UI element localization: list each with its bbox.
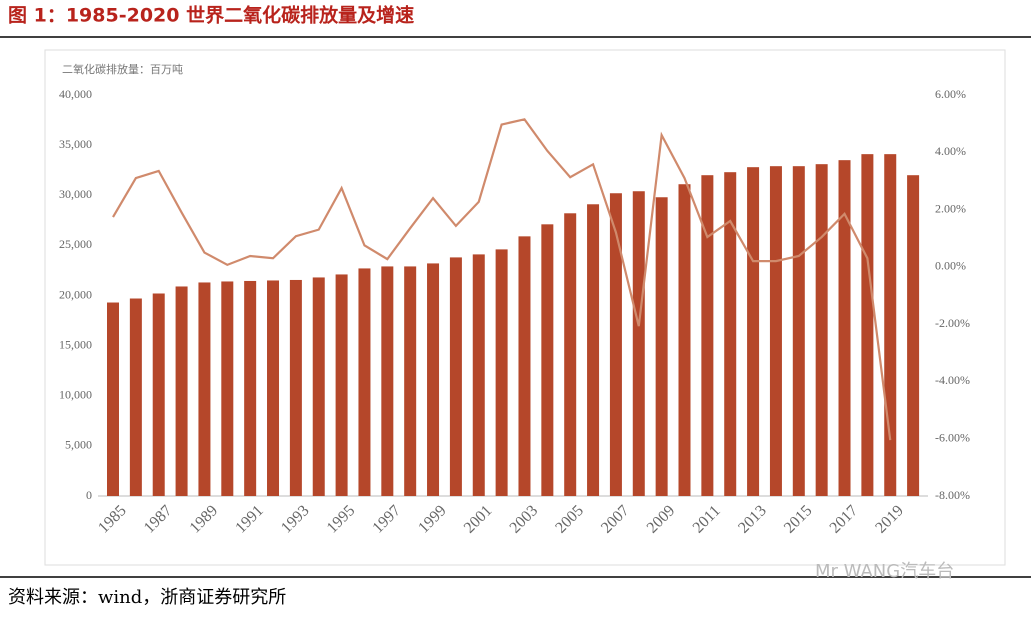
x-tick-label: 1985 bbox=[95, 502, 130, 537]
bar bbox=[861, 154, 874, 496]
bar bbox=[427, 263, 440, 496]
y-tick-label: 20,000 bbox=[59, 287, 92, 301]
source: 资料来源：wind，浙商证券研究所 bbox=[8, 587, 286, 608]
x-tick-label: 1987 bbox=[141, 502, 176, 537]
bar bbox=[838, 160, 851, 496]
y-tick-label: 10,000 bbox=[59, 388, 92, 402]
bar bbox=[129, 298, 142, 496]
bar bbox=[815, 164, 828, 497]
x-tick-label: 2001 bbox=[461, 502, 496, 537]
y-tick-label: 40,000 bbox=[59, 87, 92, 101]
x-tick-label: 2003 bbox=[507, 502, 542, 537]
bar bbox=[175, 286, 188, 496]
axis-label: 二氧化碳排放量：百万吨 bbox=[62, 62, 183, 76]
x-tick-label: 2005 bbox=[552, 502, 587, 537]
bar bbox=[792, 166, 805, 497]
bar bbox=[609, 193, 622, 496]
x-tick-label: 1999 bbox=[415, 502, 450, 537]
y2-tick-label: -4.00% bbox=[935, 373, 970, 387]
y-tick-label: 25,000 bbox=[59, 237, 92, 251]
x-tick-label: 2013 bbox=[735, 502, 770, 537]
bar bbox=[724, 172, 737, 496]
y-tick-label: 0 bbox=[86, 488, 92, 502]
bar bbox=[221, 281, 234, 496]
x-tick-label: 2017 bbox=[827, 502, 862, 537]
x-tick-label: 1991 bbox=[232, 502, 267, 537]
y2-tick-label: 2.00% bbox=[935, 201, 966, 215]
x-tick-label: 2015 bbox=[781, 502, 816, 537]
y-tick-label: 5,000 bbox=[65, 438, 92, 452]
bar bbox=[884, 154, 897, 496]
bar bbox=[632, 191, 645, 497]
bar bbox=[564, 213, 577, 497]
bar bbox=[678, 184, 691, 496]
bar bbox=[655, 197, 668, 496]
plot-frame bbox=[44, 49, 1006, 566]
bar bbox=[267, 280, 280, 496]
y2-tick-label: 0.00% bbox=[935, 259, 966, 273]
x-tick-label: 2019 bbox=[872, 502, 907, 537]
bar bbox=[449, 257, 462, 496]
bar bbox=[472, 254, 485, 496]
bar bbox=[541, 224, 554, 496]
bar bbox=[198, 282, 211, 496]
x-tick-label: 1997 bbox=[369, 502, 404, 537]
bar bbox=[587, 204, 600, 496]
bar bbox=[244, 280, 257, 496]
title: 图 1：1985-2020 世界二氧化碳排放量及增速 bbox=[8, 4, 414, 27]
x-tick-label: 1989 bbox=[187, 502, 222, 537]
x-tick-label: 2009 bbox=[644, 502, 679, 537]
growth-line bbox=[112, 118, 892, 441]
y2-tick-label: -8.00% bbox=[935, 488, 970, 502]
bar bbox=[495, 249, 508, 496]
bar bbox=[701, 175, 714, 496]
bar bbox=[747, 167, 760, 496]
x-tick-label: 2011 bbox=[690, 502, 724, 536]
y2-tick-label: -6.00% bbox=[935, 430, 970, 444]
bar bbox=[769, 166, 782, 497]
x-tick-label: 1995 bbox=[324, 502, 359, 537]
bar bbox=[107, 302, 119, 496]
x-tick-label: 2007 bbox=[598, 502, 633, 537]
bar bbox=[312, 277, 325, 496]
bar bbox=[404, 266, 417, 496]
y-tick-label: 15,000 bbox=[59, 337, 92, 351]
bar bbox=[518, 236, 531, 497]
y2-tick-label: -2.00% bbox=[935, 316, 970, 330]
bar bbox=[335, 274, 348, 496]
y-tick-label: 35,000 bbox=[59, 137, 92, 151]
bar bbox=[289, 279, 302, 496]
bar bbox=[358, 268, 371, 496]
y-tick-label: 30,000 bbox=[59, 187, 92, 201]
bar bbox=[152, 293, 165, 496]
y2-tick-label: 4.00% bbox=[935, 144, 966, 158]
bar bbox=[381, 266, 394, 496]
x-tick-label: 1993 bbox=[278, 502, 313, 537]
bar bbox=[907, 175, 920, 496]
y2-tick-label: 6.00% bbox=[935, 87, 966, 101]
watermark: Mr WANG汽车台 bbox=[815, 561, 954, 582]
